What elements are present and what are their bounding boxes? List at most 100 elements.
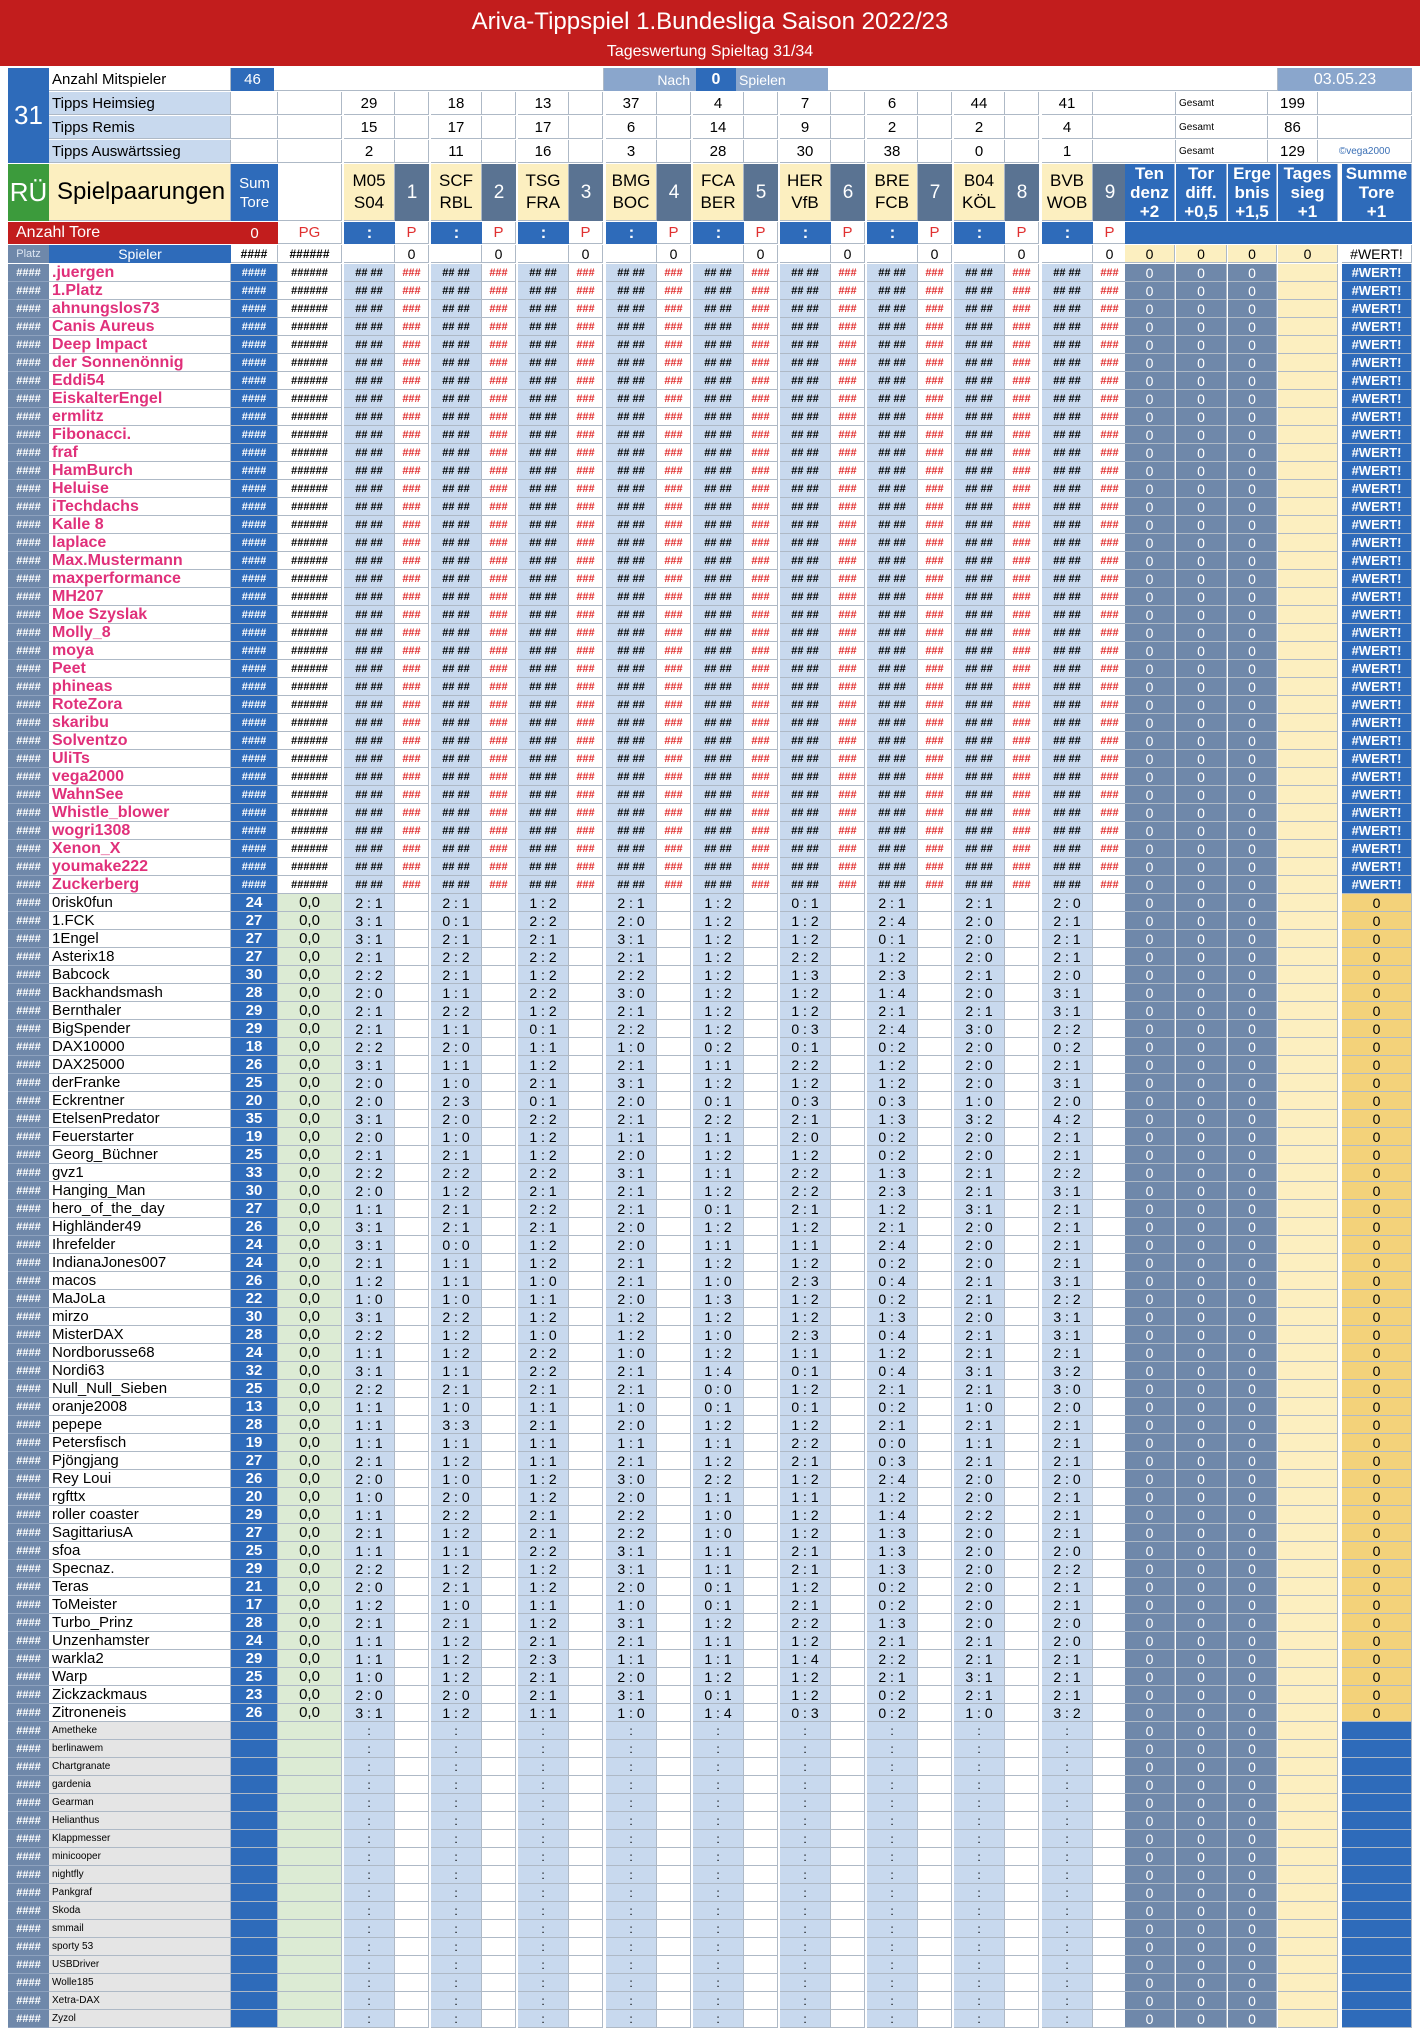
player-sum: 21 (231, 1578, 278, 1596)
points-cell (744, 1308, 778, 1326)
tip-hash: ## ## (606, 498, 657, 516)
player-tip: 2 : 1 (606, 1056, 657, 1074)
player-tip: 2 : 1 (344, 1020, 395, 1038)
player-sum: 32 (231, 1362, 278, 1380)
points-cell (744, 1254, 778, 1272)
summe-empty (1342, 1830, 1412, 1848)
points-cell (657, 1614, 691, 1632)
bonus-zero: 0 (1125, 1254, 1175, 1272)
points-cell (1093, 1056, 1127, 1074)
player-tip: 1 : 2 (780, 930, 831, 948)
points-hash: ### (395, 732, 429, 750)
player-pg: 0,0 (278, 1182, 342, 1200)
tip-empty: : (606, 1848, 657, 1866)
points-cell (918, 1002, 952, 1020)
tipps-blank (1125, 116, 1176, 139)
player-sum: 26 (231, 1470, 278, 1488)
bonus-zero: 0 (1125, 804, 1175, 822)
bonus-zero: 0 (1228, 1848, 1277, 1866)
points-cell (831, 1830, 865, 1848)
player-sum: 25 (231, 1542, 278, 1560)
summe-zero: 0 (1342, 1452, 1412, 1470)
tip-hash: ## ## (1042, 336, 1093, 354)
bonus-zero: 0 (1176, 1866, 1227, 1884)
bonus-zero: 0 (1176, 930, 1227, 948)
points-hash: ### (395, 624, 429, 642)
hash-cell: ###### (278, 390, 342, 408)
player-name: HamBurch (49, 462, 231, 480)
points-hash: ### (1005, 876, 1039, 894)
player-tip: 1 : 2 (518, 1578, 569, 1596)
points-cell (918, 1110, 952, 1128)
points-cell (482, 1380, 516, 1398)
points-hash: ### (569, 696, 603, 714)
tip-empty: : (344, 1794, 395, 1812)
points-hash: ### (395, 588, 429, 606)
tip-hash: ## ## (780, 282, 831, 300)
points-cell (1093, 1848, 1127, 1866)
player-tip: 2 : 1 (954, 1452, 1005, 1470)
bonus-zero: 0 (1228, 768, 1277, 786)
tipps-blank (1125, 92, 1176, 115)
match-header: BRE FCB (867, 164, 918, 221)
tip-hash: ## ## (518, 498, 569, 516)
bonus-zero: 0 (1176, 804, 1227, 822)
points-cell (482, 912, 516, 930)
points-cell (395, 1884, 429, 1902)
points-cell (831, 984, 865, 1002)
tip-hash: ## ## (431, 696, 482, 714)
player-tip: 2 : 2 (431, 948, 482, 966)
platz-cell: #### (8, 858, 49, 876)
bonus-zero: 0 (1125, 1434, 1175, 1452)
player-tip: 2 : 0 (1042, 1470, 1093, 1488)
bonus-zero: 0 (1228, 1686, 1277, 1704)
player-pg: 0,0 (278, 984, 342, 1002)
tip-empty: : (431, 1956, 482, 1974)
player-tip: 0 : 1 (780, 1398, 831, 1416)
points-cell (482, 1074, 516, 1092)
player-name: Moe Szyslak (49, 606, 231, 624)
tip-hash: ## ## (954, 336, 1005, 354)
points-hash: ### (569, 480, 603, 498)
points-hash: ### (1093, 732, 1127, 750)
bonus-zero: 0 (1125, 714, 1175, 732)
tipps-count: 0 (954, 140, 1005, 163)
tip-empty: : (1042, 2010, 1093, 2028)
tip-empty: : (431, 1794, 482, 1812)
points-hash: ### (744, 300, 778, 318)
points-cell (831, 1758, 865, 1776)
tip-hash: ## ## (867, 840, 918, 858)
tip-empty: : (867, 1992, 918, 2010)
player-name: berlinawem (49, 1740, 231, 1758)
points-hash: ### (744, 714, 778, 732)
points-cell (1005, 1686, 1039, 1704)
player-tip: 2 : 0 (954, 1578, 1005, 1596)
points-cell (1093, 984, 1127, 1002)
player-tip: 2 : 1 (867, 1632, 918, 1650)
tagessieg-cell (1278, 1254, 1338, 1272)
tip-hash: ## ## (518, 714, 569, 732)
points-cell (395, 930, 429, 948)
bonus-zero: 0 (1228, 642, 1277, 660)
player-tip: 2 : 1 (344, 1614, 395, 1632)
bonus-zero: 0 (1176, 1146, 1227, 1164)
player-tip: 3 : 1 (344, 1236, 395, 1254)
points-cell (1093, 1092, 1127, 1110)
tagessieg-cell (1278, 1578, 1338, 1596)
points-cell (1005, 1884, 1039, 1902)
tip-hash: ## ## (693, 534, 744, 552)
hash-cell: #### (231, 714, 278, 732)
bonus-zero: 0 (1176, 1686, 1227, 1704)
points-hash: ### (1093, 498, 1127, 516)
player-pg: 0,0 (278, 1326, 342, 1344)
platz-cell: #### (8, 714, 49, 732)
player-sum: 27 (231, 912, 278, 930)
summe-zero: 0 (1342, 1704, 1412, 1722)
platz-cell: #### (8, 1506, 49, 1524)
player-tip: 1 : 1 (780, 1344, 831, 1362)
summe-zero: 0 (1342, 1578, 1412, 1596)
player-tip: 1 : 2 (518, 1002, 569, 1020)
points-cell (657, 1650, 691, 1668)
bonus-zero: 0 (1125, 1830, 1175, 1848)
points-cell (918, 1326, 952, 1344)
